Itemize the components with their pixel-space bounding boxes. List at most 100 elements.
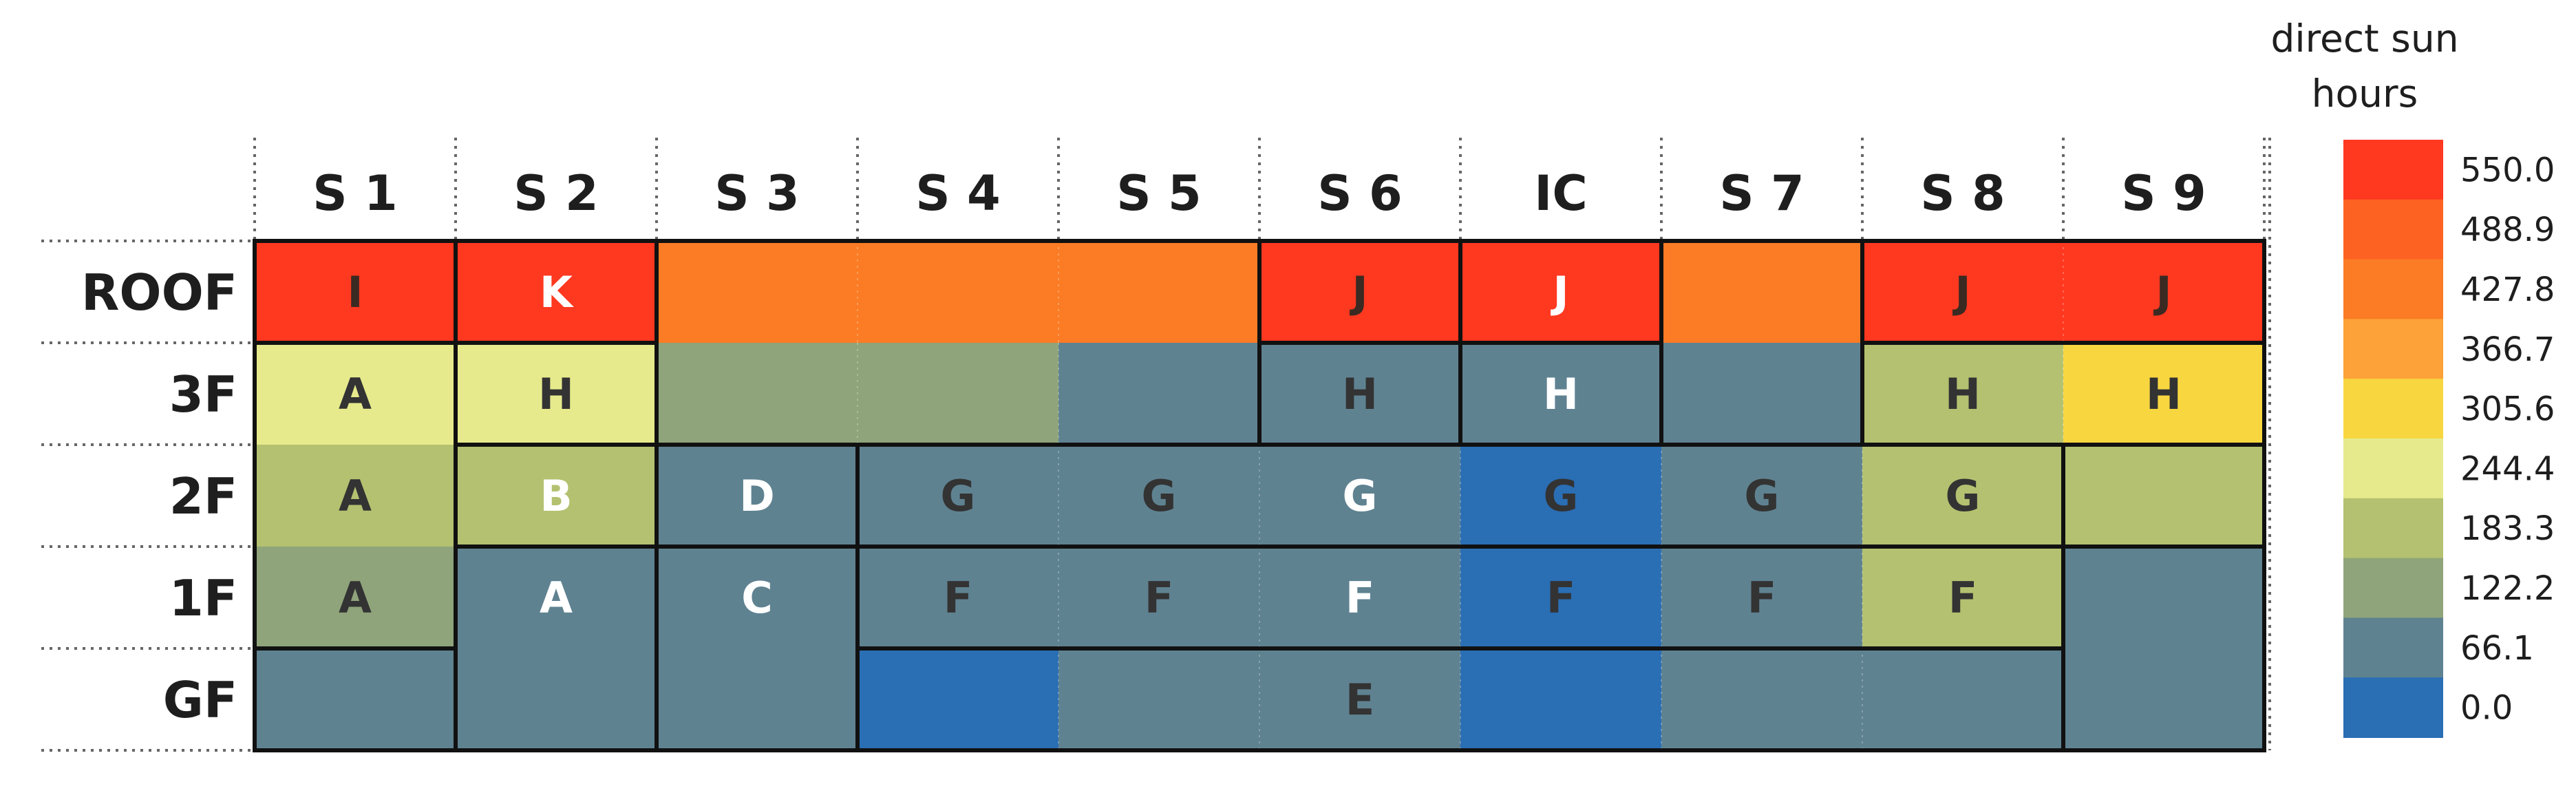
cell-2f-s-4 xyxy=(858,445,1058,547)
cell-label: I xyxy=(347,267,363,317)
colorbar-swatch xyxy=(2343,199,2443,260)
colorbar-swatch xyxy=(2343,558,2443,619)
column-header-s-1: S 1 xyxy=(312,165,398,222)
grid-border xyxy=(253,239,2266,752)
cell-label: J xyxy=(1952,267,1970,317)
cell-2f-s-7 xyxy=(1661,445,1862,547)
cell-1f-s-5 xyxy=(1058,547,1259,648)
cell-2f-ic xyxy=(1460,445,1661,547)
colorbar-tick-label: 427.8 xyxy=(2460,271,2555,309)
cell-labels: I K J J J J A H H H H H A B D G G G G G G A A C F F F F F F E xyxy=(339,267,2182,725)
column-headers: S 1 S 2 S 3 S 4 S 5 S 6 IC S 7 S 8 S 9 xyxy=(312,165,2206,222)
cell-roof-s-9 xyxy=(2063,241,2264,343)
column-header-s-4: S 4 xyxy=(915,165,1001,222)
colorbar-tick-label: 550.0 xyxy=(2460,151,2555,189)
cell-1f-s-4 xyxy=(858,547,1058,648)
column-header-s-3: S 3 xyxy=(714,165,800,222)
cell-2f-s-9 xyxy=(2063,445,2264,547)
colorbar-ticks: 550.0 488.9 427.8 366.7 305.6 244.4 183.3 122.2… xyxy=(2460,151,2555,727)
cell-label: J xyxy=(2153,267,2171,317)
column-header-s-7: S 7 xyxy=(1719,165,1805,222)
cell-label: H xyxy=(1945,369,1981,419)
cell-label: E xyxy=(1345,675,1374,725)
cell-3f-s-9 xyxy=(2063,343,2264,445)
column-header-s-2: S 2 xyxy=(513,165,599,222)
cell-roof-s-8 xyxy=(1862,241,2063,343)
cell-gf-s-4 xyxy=(858,648,1058,750)
cell-gf-s-1 xyxy=(255,648,456,750)
column-header-s-9: S 9 xyxy=(2121,165,2206,222)
cell-label: K xyxy=(540,267,574,317)
cell-gf-s-5 xyxy=(1058,648,1259,750)
cell-3f-s-2 xyxy=(456,343,657,445)
cell-3f-s-7 xyxy=(1661,343,1862,445)
cell-3f-s-5 xyxy=(1058,343,1259,445)
cell-3f-s-1 xyxy=(255,343,456,445)
dotted-guides xyxy=(41,138,2271,752)
row-header-1f: 1F xyxy=(169,569,237,627)
cell-2f-s-2 xyxy=(456,445,657,547)
cell-gf-ic xyxy=(1460,648,1661,750)
colorbar-tick-label: 183.3 xyxy=(2460,509,2555,548)
row-header-3f: 3F xyxy=(169,366,237,423)
cell-gf-s-7 xyxy=(1661,648,1862,750)
cell-roof-s-1 xyxy=(255,241,456,343)
cell-1f-s-6 xyxy=(1259,547,1460,648)
cell-label: G xyxy=(1142,471,1177,521)
colorbar-swatch xyxy=(2343,379,2443,439)
colorbar-swatch xyxy=(2343,438,2443,499)
colorbar-tick-label: 244.4 xyxy=(2460,450,2555,488)
cell-label: F xyxy=(944,573,972,623)
cell-label: J xyxy=(1550,267,1568,317)
cell-label: H xyxy=(2146,369,2182,419)
cell-label: F xyxy=(1747,573,1776,623)
colorbar-swatch xyxy=(2343,617,2443,679)
row-header-2f: 2F xyxy=(169,467,237,525)
cell-label: A xyxy=(339,471,372,521)
cell-label: G xyxy=(1946,471,1981,521)
cell-roof-s-4 xyxy=(858,241,1058,343)
cell-label: F xyxy=(1345,573,1374,623)
heatmap-cells xyxy=(255,241,2264,750)
colorbar-swatch xyxy=(2343,677,2443,738)
cell-label: F xyxy=(1546,573,1575,623)
cell-3f-s-4 xyxy=(858,343,1058,445)
cell-1f-s-9 xyxy=(2063,547,2264,648)
colorbar-swatch xyxy=(2343,498,2443,559)
cell-2f-s-5 xyxy=(1058,445,1259,547)
cell-label: D xyxy=(739,471,774,521)
colorbar-tick-label: 66.1 xyxy=(2460,629,2534,668)
column-header-s-6: S 6 xyxy=(1317,165,1403,222)
cell-label: B xyxy=(540,471,572,521)
cell-1f-s-3 xyxy=(657,547,858,648)
cell-2f-s-1 xyxy=(255,445,456,547)
row-header-gf: GF xyxy=(163,671,237,729)
cell-roof-s-3 xyxy=(657,241,858,343)
row-headers: ROOF 3F 2F 1F GF xyxy=(81,264,237,729)
cell-label: A xyxy=(540,573,573,623)
cell-roof-s-6 xyxy=(1259,241,1460,343)
colorbar-tick-label: 305.6 xyxy=(2460,390,2555,429)
cell-1f-s-2 xyxy=(456,547,657,648)
cell-2f-s-8 xyxy=(1862,445,2063,547)
cell-label: G xyxy=(1343,471,1378,521)
cell-roof-s-7 xyxy=(1661,241,1862,343)
cell-label: G xyxy=(1745,471,1780,521)
colorbar-swatch xyxy=(2343,259,2443,320)
cell-3f-s-3 xyxy=(657,343,858,445)
zone-outlines xyxy=(253,239,2266,752)
cell-label: H xyxy=(538,369,574,419)
cell-gf-s-6 xyxy=(1259,648,1460,750)
cell-roof-s-5 xyxy=(1058,241,1259,343)
cell-1f-s-1 xyxy=(255,547,456,648)
cell-gf-s-2 xyxy=(456,648,657,750)
column-header-s-8: S 8 xyxy=(1920,165,2005,222)
cell-2f-s-3 xyxy=(657,445,858,547)
column-header-ic: IC xyxy=(1534,165,1587,222)
cell-label: J xyxy=(1349,267,1367,317)
colorbar-tick-label: 122.2 xyxy=(2460,569,2555,608)
cell-1f-s-8 xyxy=(1862,547,2063,648)
cell-label: F xyxy=(1145,573,1173,623)
colorbar-tick-label: 488.9 xyxy=(2460,211,2555,249)
